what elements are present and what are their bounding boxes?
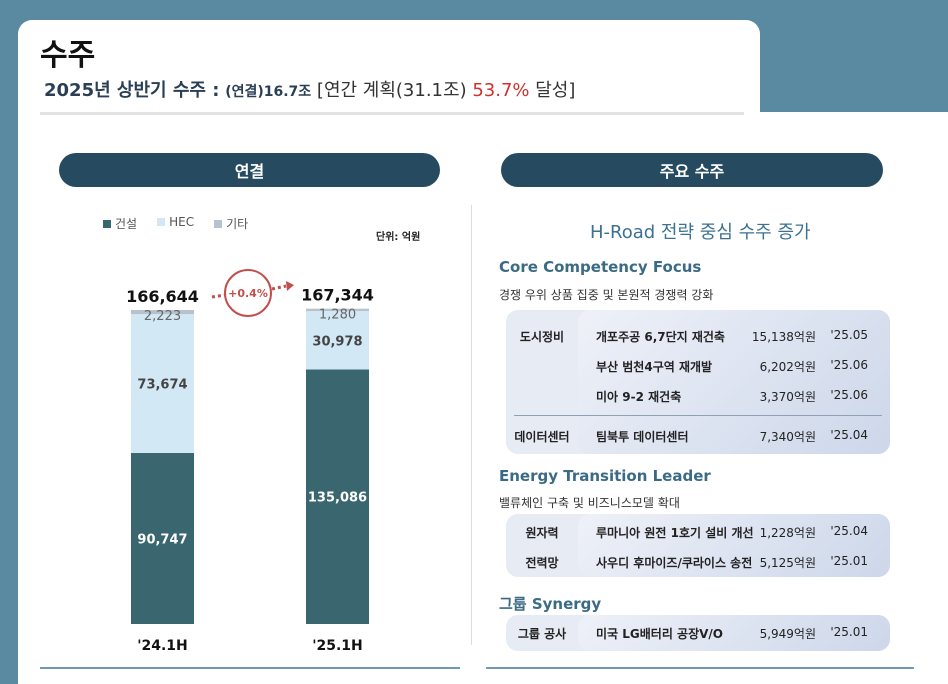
panel-divider [471, 205, 472, 645]
order-amount: 15,138억원 [751, 330, 816, 344]
order-category: 원자력 [525, 526, 559, 540]
order-row: 데이터센터 팀북투 데이터센터 7,340억원 '25.04 [506, 428, 890, 448]
category-label: '25.1H [312, 638, 363, 654]
order-row: 그룹 공사 미국 LG배터리 공장V/O 5,949억원 '25.01 [506, 625, 890, 645]
bottom-line-right [486, 667, 914, 669]
section-subtitle: 밸류체인 구축 및 비즈니스모델 확대 [499, 496, 680, 510]
order-name: 루마니아 원전 1호기 설비 개선 [596, 526, 754, 540]
bar-segment-기타 [131, 310, 194, 315]
bar-segment-건설 [131, 453, 194, 624]
total-label: 167,344 [301, 286, 374, 305]
legend-item: 건설 [103, 215, 137, 232]
data-label: 2,223 [144, 309, 181, 324]
order-row: 전력망 사우디 후마이즈/쿠라이스 송전 5,125억원 '25.01 [506, 554, 890, 574]
section-title: Core Competency Focus [499, 258, 702, 276]
data-label: 90,747 [137, 533, 187, 548]
pill-consolidated: 연결 [59, 153, 440, 187]
arrow-head-icon [286, 281, 294, 291]
order-category: 전력망 [525, 556, 559, 570]
data-label: 1,280 [319, 308, 356, 323]
chart-unit: 단위: 억원 [376, 232, 421, 243]
growth-arrow-left [211, 293, 226, 299]
growth-arrow-right [271, 284, 287, 291]
bar-segment-HEC [131, 314, 194, 454]
order-name: 부산 범천4구역 재개발 [596, 360, 713, 374]
chart-legend: 건설 HEC 기타 [103, 215, 248, 232]
order-date: '25.05 [830, 328, 868, 342]
section-title: Energy Transition Leader [499, 467, 711, 485]
orders-box: 그룹 공사 미국 LG배터리 공장V/O 5,949억원 '25.01 [506, 615, 890, 651]
bar-segment-HEC [306, 311, 369, 370]
subtitle-end: 달성] [535, 80, 576, 101]
order-name: 개포주공 6,7단지 재건축 [596, 330, 725, 344]
page-title: 수주 [40, 38, 96, 73]
bar-segment-기타 [306, 308, 369, 312]
stacked-bar-chart: 90,747 73,674 2,223 166,644 '24.1H 135,086 30,… [126, 269, 374, 654]
section-subtitle: 경쟁 우위 상품 집중 및 본원적 경쟁력 강화 [499, 288, 714, 302]
data-label: 73,674 [137, 378, 187, 393]
order-category: 데이터센터 [514, 430, 570, 444]
order-name: 팀북투 데이터센터 [596, 430, 689, 444]
order-category: 그룹 공사 [517, 627, 567, 641]
legend-label: 기타 [226, 217, 249, 231]
order-amount: 6,202억원 [759, 360, 816, 374]
order-name: 미국 LG배터리 공장V/O [596, 627, 724, 641]
subtitle-pct: 53.7% [472, 80, 530, 101]
order-name: 미아 9-2 재건축 [596, 390, 682, 404]
order-date: '25.01 [830, 625, 868, 639]
order-date: '25.06 [830, 388, 868, 402]
order-amount: 1,228억원 [759, 526, 816, 540]
page-subtitle: 2025년 상반기 수주 : (연결)16.7조 [연간 계획(31.1조) 5… [44, 76, 575, 102]
order-name: 사우디 후마이즈/쿠라이스 송전 [596, 556, 753, 570]
data-label: 135,086 [308, 491, 367, 506]
order-row: 원자력 루마니아 원전 1호기 설비 개선 1,228억원 '25.04 [506, 524, 890, 544]
bottom-line-left [40, 667, 460, 669]
order-date: '25.04 [830, 524, 868, 538]
order-row: 부산 범천4구역 재개발 6,202억원 '25.06 [506, 358, 890, 378]
legend-item: 기타 [214, 215, 248, 232]
order-category: 도시정비 [519, 330, 565, 344]
order-amount: 5,125억원 [759, 556, 816, 570]
legend-item: HEC [157, 215, 194, 232]
legend-label: HEC [169, 215, 195, 229]
order-date: '25.04 [830, 428, 868, 442]
subtitle-main: 2025년 상반기 수주 : [44, 80, 220, 101]
orders-box: 원자력 루마니아 원전 1호기 설비 개선 1,228억원 '25.04 전력망… [506, 514, 890, 577]
order-row: 미아 9-2 재건축 3,370억원 '25.06 [506, 388, 890, 408]
order-row: 도시정비 개포주공 6,7단지 재건축 15,138억원 '25.05 [506, 328, 890, 348]
order-amount: 7,340억원 [759, 430, 816, 444]
orders-box: 도시정비 개포주공 6,7단지 재건축 15,138억원 '25.05 부산 범… [506, 310, 890, 454]
bar-segment-건설 [306, 369, 369, 624]
legend-label: 건설 [115, 217, 138, 231]
category-label: '24.1H [137, 638, 188, 654]
subtitle-consol: (연결)16.7조 [225, 84, 312, 100]
data-label: 30,978 [312, 334, 362, 349]
right-headline: H-Road 전략 중심 수주 증가 [590, 222, 811, 243]
section-title: 그룹 Synergy [499, 595, 602, 613]
pill-major-orders: 주요 수주 [501, 153, 883, 187]
order-amount: 5,949억원 [759, 627, 816, 641]
total-label: 166,644 [126, 287, 199, 306]
header-divider [40, 112, 744, 115]
growth-circle [224, 269, 272, 317]
order-date: '25.01 [830, 554, 868, 568]
order-amount: 3,370억원 [759, 390, 816, 404]
subtitle-plan: [연간 계획(31.1조) [316, 80, 467, 101]
order-date: '25.06 [830, 358, 868, 372]
growth-label: +0.4% [228, 287, 268, 300]
